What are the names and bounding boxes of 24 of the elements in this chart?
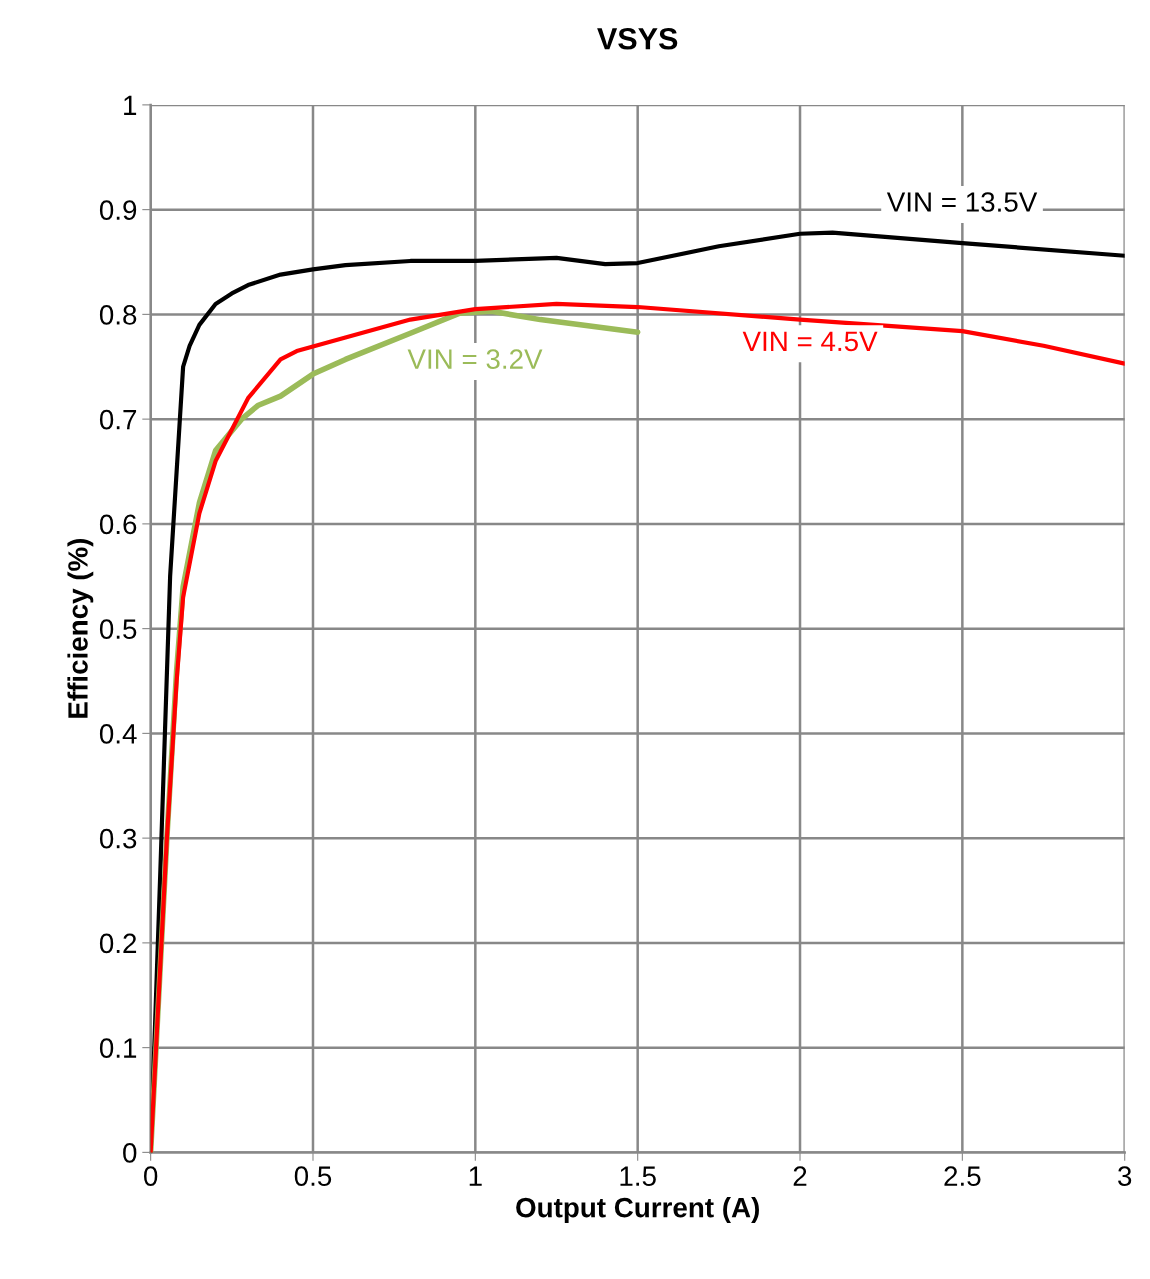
y-tick-label: 1 (124, 95, 137, 115)
y-tick-label: 0.2 (99, 933, 137, 954)
x-tick-label: 0.5 (294, 1166, 332, 1186)
x-tick-label: 2.5 (944, 1166, 981, 1186)
x-tick-label: 2 (793, 1166, 807, 1186)
y-tick-label: 0 (123, 1143, 137, 1163)
y-tick-label: 0.4 (99, 724, 137, 744)
y-tick-label: 0.9 (99, 200, 137, 220)
y-tick-label: 0.3 (99, 828, 137, 849)
y-tick-label: 0.5 (99, 619, 137, 639)
y-tick-label: 0.1 (99, 1038, 137, 1058)
y-axis-title: Efficiency (%) (67, 538, 94, 718)
y-tick-label: 0.8 (99, 305, 137, 325)
x-tick-label: 3 (1118, 1166, 1132, 1186)
y-tick-label: 0.6 (99, 514, 137, 535)
y-tick-label: 0.7 (99, 409, 137, 430)
x-axis-title: Output Current (A) (516, 1197, 759, 1223)
x-tick-label: 1.5 (620, 1166, 656, 1186)
series-label: VIN = 4.5V (742, 331, 878, 352)
chart-title: VSYS (597, 27, 678, 50)
series-label: VIN = 3.2V (407, 349, 543, 369)
series-label: VIN = 13.5V (886, 192, 1038, 212)
x-tick-label: 1 (469, 1166, 482, 1186)
x-tick-label: 0 (144, 1166, 158, 1186)
